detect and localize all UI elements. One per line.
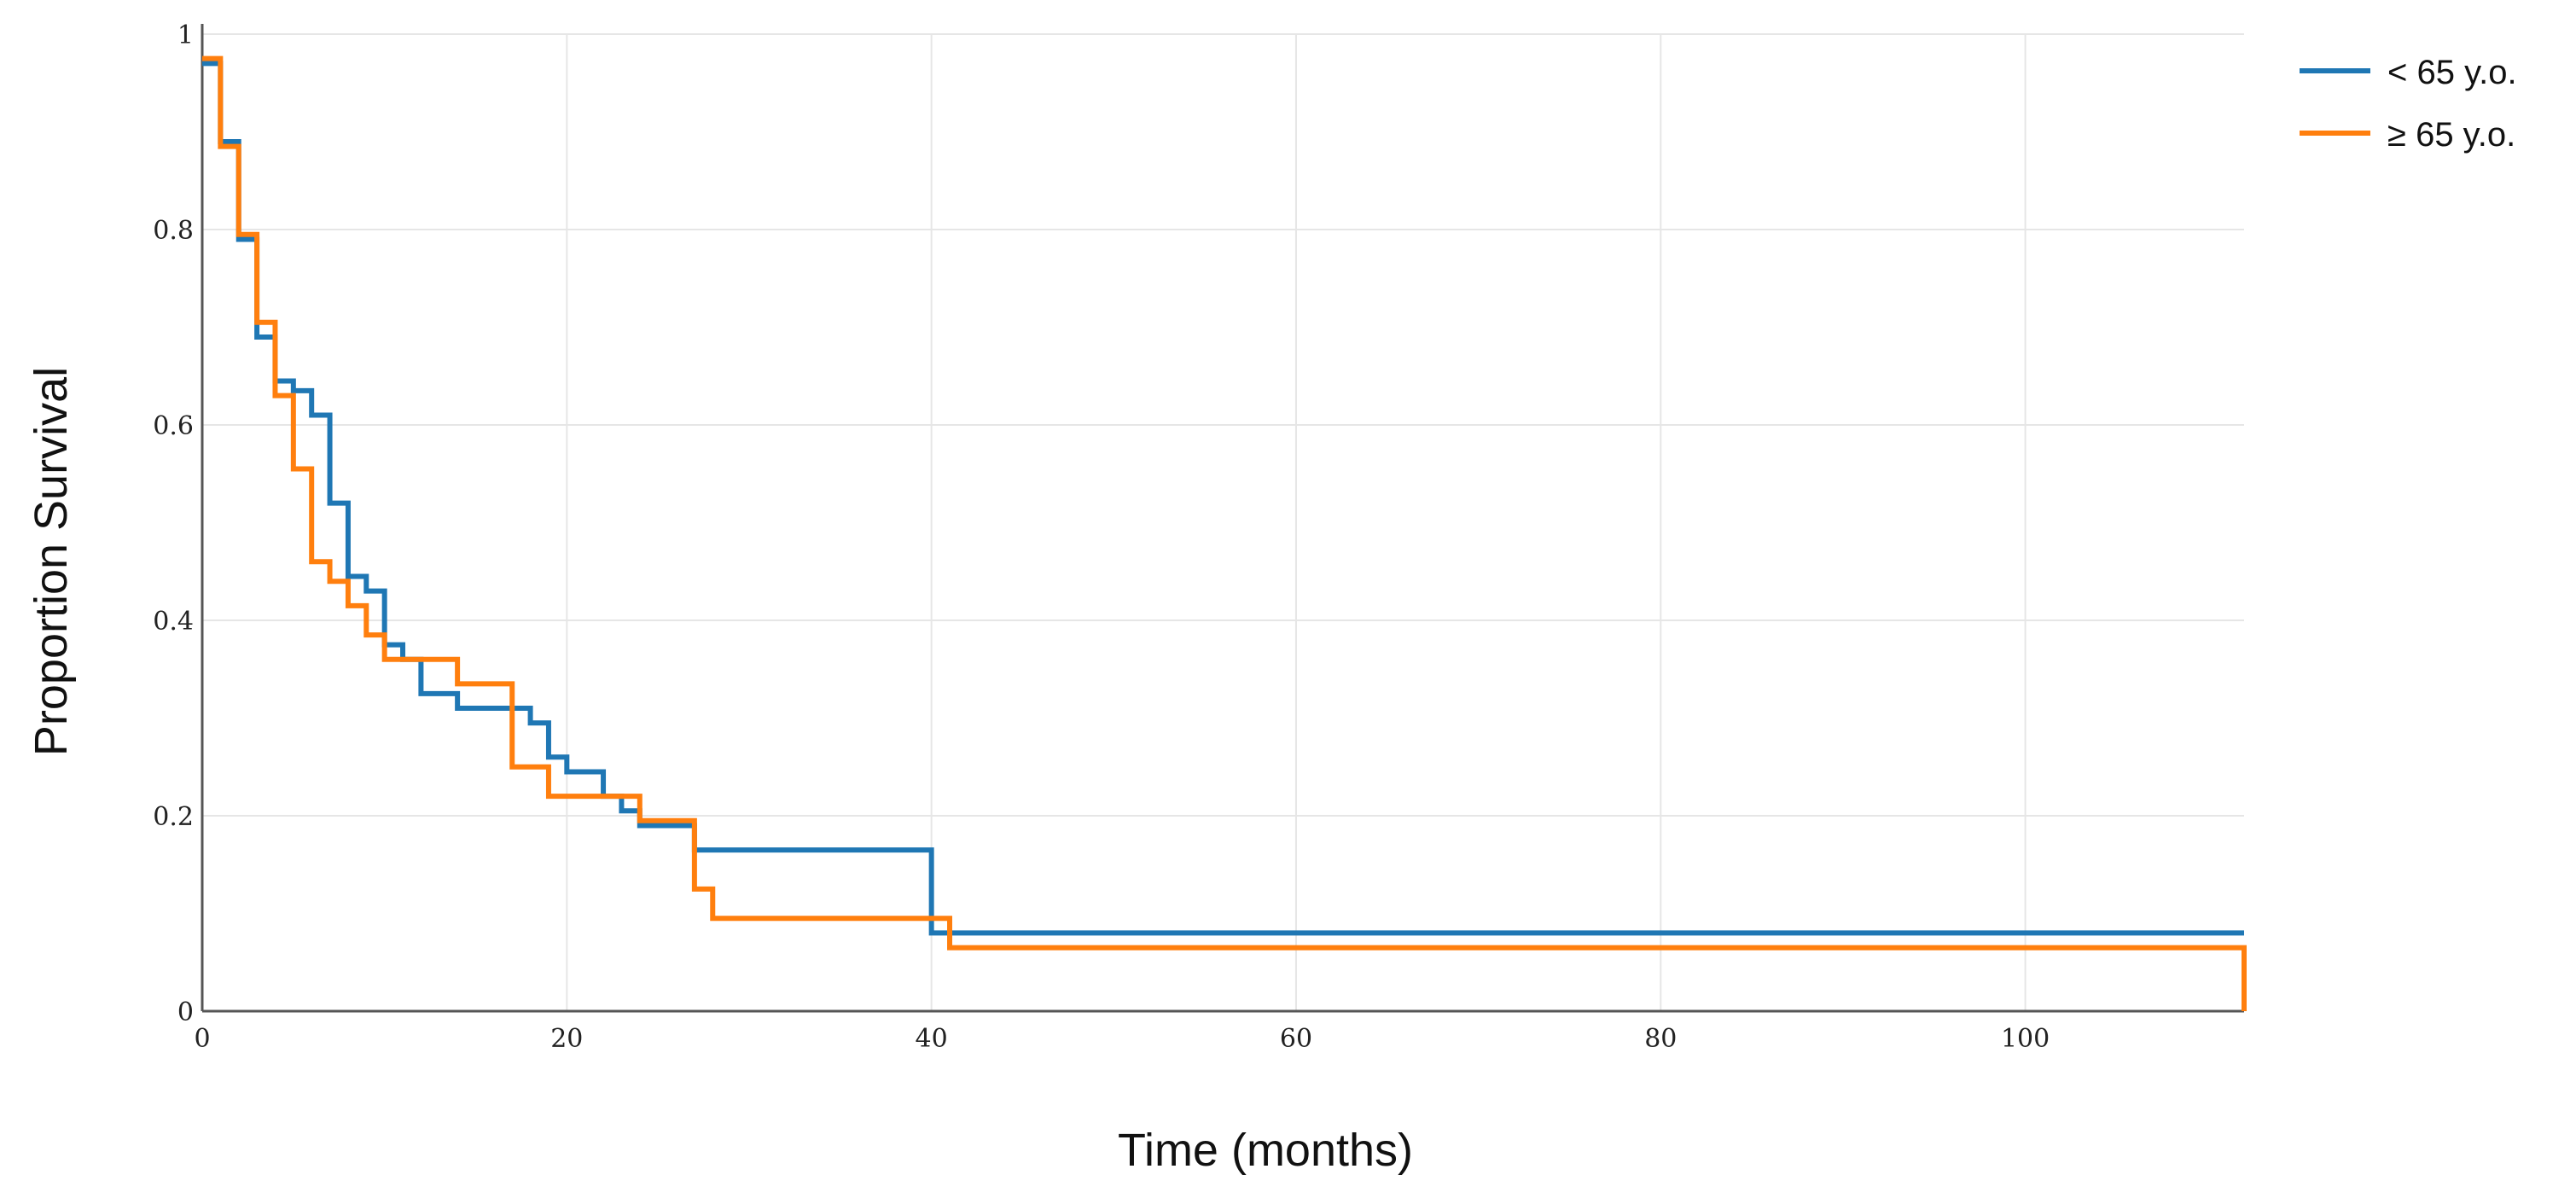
x-tick-label: 80: [1644, 1024, 1677, 1054]
x-axis-title: Time (months): [1118, 1125, 1413, 1176]
y-tick-label: 0.6: [153, 411, 194, 441]
legend: < 65 y.o. ≥ 65 y.o.: [2300, 54, 2517, 154]
x-tick-label: 60: [1280, 1024, 1312, 1054]
y-tick-label: 1: [177, 20, 194, 50]
y-tick-label: 0.4: [153, 607, 194, 637]
ticks-layer: 0 20 40 60 80 100 0 0.2 0.4 0.6 0.8 1: [153, 20, 2050, 1054]
x-tick-label: 20: [550, 1024, 583, 1054]
series-line-65-plus: [202, 55, 2247, 1011]
y-tick-label: 0: [177, 998, 194, 1027]
x-tick-label: 40: [916, 1024, 948, 1054]
y-axis-title: Proportion Survival: [26, 367, 77, 756]
legend-label-65-plus: ≥ 65 y.o.: [2387, 116, 2515, 154]
x-tick-label: 100: [2001, 1024, 2050, 1054]
y-tick-label: 0.8: [153, 216, 194, 246]
series-layer: [202, 55, 2247, 1011]
grid-layer: [202, 33, 2244, 1011]
x-tick-label: 0: [194, 1024, 210, 1054]
y-tick-label: 0.2: [153, 802, 194, 832]
series-line-under-65: [202, 61, 2244, 936]
legend-label-under-65: < 65 y.o.: [2387, 54, 2517, 91]
axes-layer: [201, 24, 2244, 1013]
